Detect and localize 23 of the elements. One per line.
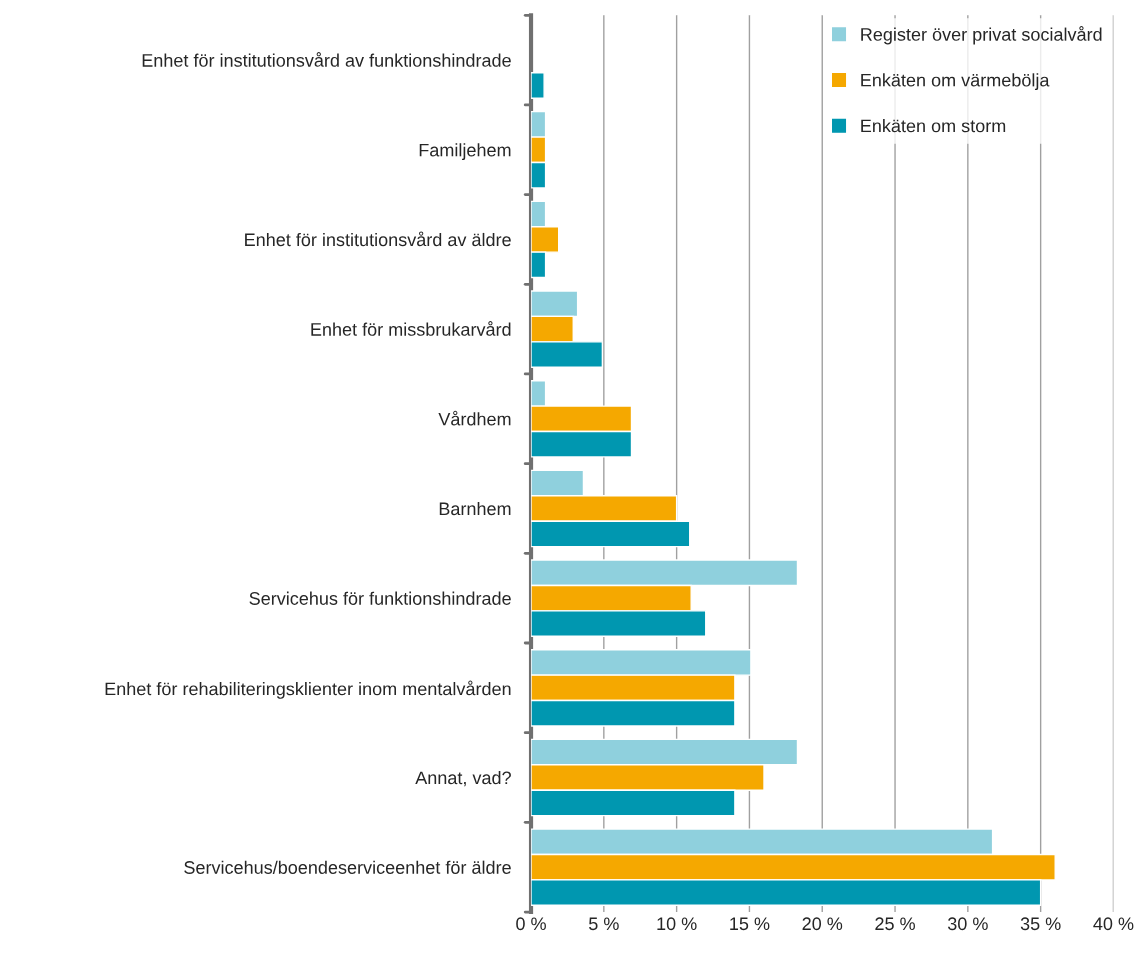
x-tick-label: 15 %: [730, 917, 770, 931]
y-tick-label: Familjehem: [419, 143, 511, 161]
y-tick-label: Enhet för institutionsvård av äldre: [245, 231, 511, 247]
x-tick-label: 0 %: [516, 917, 546, 931]
y-tick-label: Enhet för institutionsvård av funktionshindrade: [142, 52, 511, 67]
y-tick-label: Annat, vad?: [415, 770, 511, 787]
x-tick-label: 40 %: [1093, 917, 1134, 931]
y-tick-label: Enhet för rehabiliteringsklienter inom mentalvården: [105, 680, 511, 699]
y-tick-label: Vårdhem: [438, 410, 511, 426]
bar: [531, 72, 545, 99]
y-tick-label: Servicehus/boendeserviceenhet för äldre: [184, 860, 511, 874]
legend-label: Register över privat socialvård: [861, 26, 1102, 45]
legend-label: Enkäten om värmebölja: [861, 73, 1050, 91]
y-tick-label: Barnhem: [439, 501, 511, 516]
x-tick-label: 20 %: [802, 917, 843, 931]
x-tick-label: 35 %: [1020, 917, 1061, 931]
y-tick-label: Servicehus för funktionshindrade: [249, 591, 511, 605]
x-tick-label: 10 %: [657, 917, 697, 931]
y-tick-label: Enhet för missbrukarvård: [311, 321, 511, 336]
x-tick-label: 25 %: [875, 917, 915, 931]
legend-label: Enkäten om storm: [861, 119, 1006, 133]
x-tick-label: 5 %: [589, 917, 619, 931]
x-tick-label: 30 %: [947, 917, 988, 931]
